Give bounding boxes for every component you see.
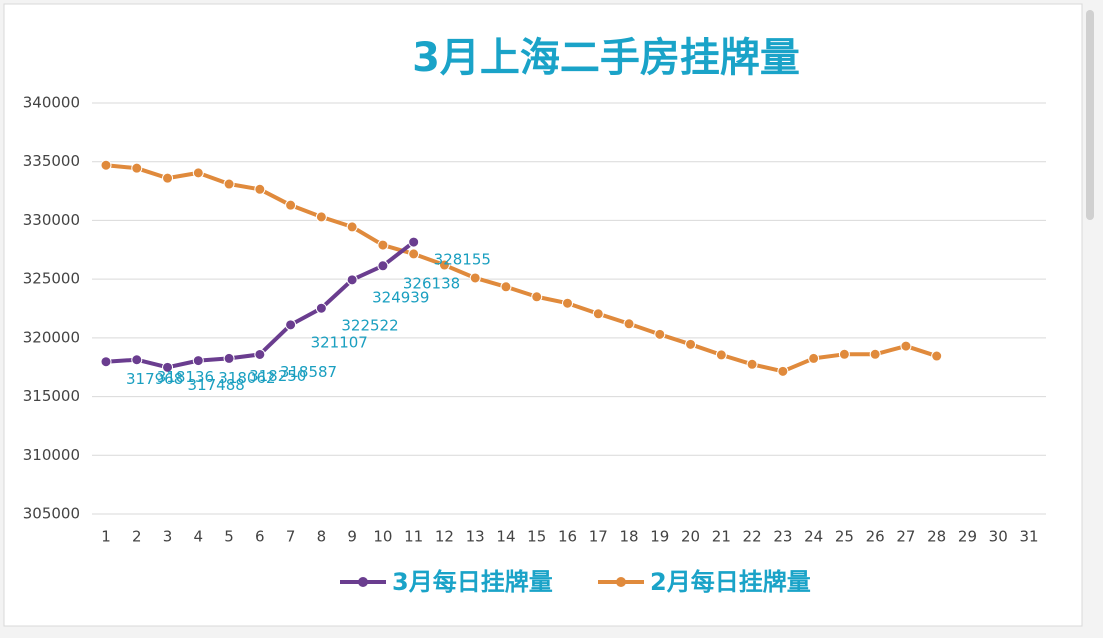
x-tick-label: 3: [163, 528, 173, 546]
x-tick-label: 8: [317, 528, 327, 546]
chart-title: 3月上海二手房挂牌量: [412, 35, 800, 81]
chart-card: [3, 3, 1083, 627]
point: [162, 361, 174, 373]
y-tick-label: 310000: [23, 446, 80, 464]
point: [469, 272, 481, 284]
point: [131, 354, 143, 366]
point: [223, 352, 235, 364]
x-tick-label: 28: [927, 528, 946, 546]
scrollbar[interactable]: [1086, 10, 1094, 220]
x-tick-label: 7: [286, 528, 296, 546]
x-tick-label: 1: [101, 528, 111, 546]
x-tick-label: 22: [743, 528, 762, 546]
y-tick-label: 330000: [23, 211, 80, 229]
point: [162, 172, 174, 184]
point: [838, 348, 850, 360]
x-tick-label: 19: [650, 528, 669, 546]
x-tick-label: 5: [224, 528, 234, 546]
value-label: 328155: [434, 251, 491, 269]
point: [285, 319, 297, 331]
x-tick-label: 25: [835, 528, 854, 546]
point: [654, 328, 666, 340]
point: [254, 183, 266, 195]
value-label: 317488: [188, 376, 245, 394]
x-tick-label: 30: [989, 528, 1008, 546]
x-tick-label: 12: [435, 528, 454, 546]
x-tick-label: 15: [527, 528, 546, 546]
x-tick-label: 16: [558, 528, 577, 546]
point: [377, 260, 389, 272]
point: [869, 348, 881, 360]
point: [254, 348, 266, 360]
x-tick-label: 31: [1019, 528, 1038, 546]
x-tick-label: 27: [896, 528, 915, 546]
x-tick-label: 23: [773, 528, 792, 546]
point: [746, 358, 758, 370]
x-tick-label: 14: [496, 528, 515, 546]
point: [346, 221, 358, 233]
x-tick-label: 2: [132, 528, 142, 546]
legend-label: 2月每日挂牌量: [650, 568, 811, 596]
x-tick-label: 11: [404, 528, 423, 546]
series-line: [105, 163, 938, 374]
point: [315, 302, 327, 314]
point: [562, 297, 573, 309]
y-tick-label: 305000: [23, 505, 80, 523]
legend-dot: [616, 577, 626, 587]
point: [685, 338, 697, 350]
x-tick-label: 21: [712, 528, 731, 546]
x-tick-label: 4: [194, 528, 204, 546]
x-tick-label: 17: [589, 528, 608, 546]
x-tick-label: 10: [373, 528, 392, 546]
point: [500, 281, 512, 293]
point: [192, 355, 204, 367]
y-tick-label: 315000: [23, 387, 80, 405]
legend-label: 3月每日挂牌量: [392, 568, 553, 596]
y-tick-label: 340000: [23, 94, 80, 112]
point: [592, 308, 604, 320]
value-label: 324939: [372, 288, 429, 306]
point: [438, 259, 450, 271]
value-label: 326138: [403, 274, 460, 292]
point: [931, 350, 943, 362]
point: [192, 167, 204, 179]
point: [100, 356, 112, 368]
x-tick-label: 29: [958, 528, 977, 546]
x-tick-label: 24: [804, 528, 823, 546]
value-label: 321107: [311, 333, 368, 351]
value-label: 318136: [157, 368, 214, 386]
y-tick-label: 325000: [23, 270, 80, 288]
point: [777, 365, 789, 377]
point: [623, 318, 635, 330]
point: [408, 236, 420, 248]
point: [900, 340, 912, 352]
x-tick-label: 20: [681, 528, 700, 546]
point: [531, 291, 543, 303]
point: [223, 178, 235, 190]
x-tick-label: 9: [347, 528, 357, 546]
y-tick-label: 320000: [23, 328, 80, 346]
point: [715, 349, 727, 361]
point: [346, 274, 358, 286]
x-tick-label: 6: [255, 528, 265, 546]
legend-dot: [358, 577, 368, 587]
point: [408, 248, 420, 260]
x-tick-label: 18: [619, 528, 638, 546]
point: [131, 162, 143, 174]
x-tick-label: 26: [866, 528, 885, 546]
point: [808, 352, 820, 364]
point: [100, 159, 112, 171]
value-label: 317968: [126, 370, 183, 388]
value-label: 322522: [341, 317, 398, 335]
x-tick-label: 13: [466, 528, 485, 546]
point: [315, 211, 327, 223]
point: [377, 239, 389, 251]
value-label: 318062: [218, 369, 275, 387]
value-label: 318587: [280, 363, 337, 381]
y-tick-label: 335000: [23, 152, 80, 170]
point: [285, 199, 297, 211]
value-label: 318250: [249, 367, 306, 385]
